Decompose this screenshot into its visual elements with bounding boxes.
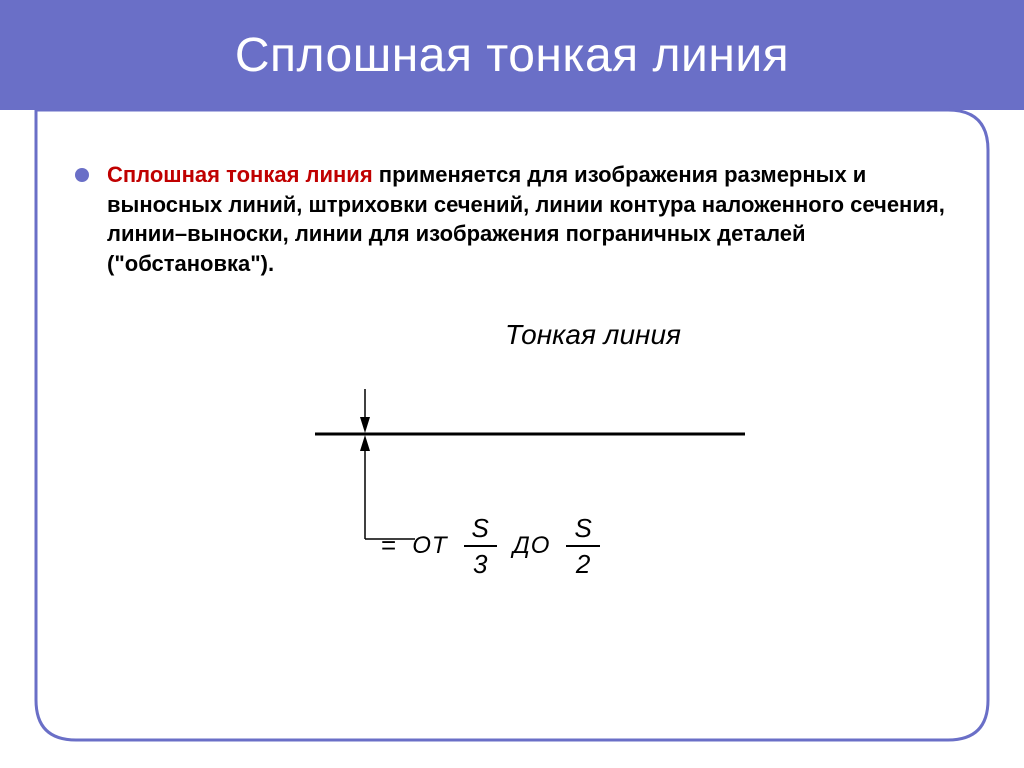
bullet-lead: Сплошная тонкая линия xyxy=(107,162,373,187)
frac1-num: S xyxy=(464,515,497,545)
arrow-up-icon xyxy=(360,435,370,451)
diagram-label: Тонкая линия xyxy=(505,319,681,351)
bullet-dot-icon xyxy=(75,168,89,182)
bullet-text: Сплошная тонкая линия применяется для из… xyxy=(107,160,955,279)
line-diagram: Тонкая линия = от S 3 до S 2 xyxy=(255,319,815,619)
content-area: Сплошная тонкая линия применяется для из… xyxy=(75,160,955,619)
frac2-den: 2 xyxy=(568,547,598,577)
bullet-item: Сплошная тонкая линия применяется для из… xyxy=(75,160,955,279)
frac1-den: 3 xyxy=(465,547,495,577)
equals-sign: = xyxy=(381,530,396,561)
slide-title: Сплошная тонкая линия xyxy=(235,28,789,83)
to-word: до xyxy=(513,532,551,560)
thickness-formula: = от S 3 до S 2 xyxy=(381,515,600,577)
arrow-down-icon xyxy=(360,417,370,433)
fraction-s-over-3: S 3 xyxy=(464,515,497,577)
from-word: от xyxy=(412,532,447,560)
frac2-num: S xyxy=(566,515,599,545)
fraction-s-over-2: S 2 xyxy=(566,515,599,577)
title-bar: Сплошная тонкая линия xyxy=(0,0,1024,110)
